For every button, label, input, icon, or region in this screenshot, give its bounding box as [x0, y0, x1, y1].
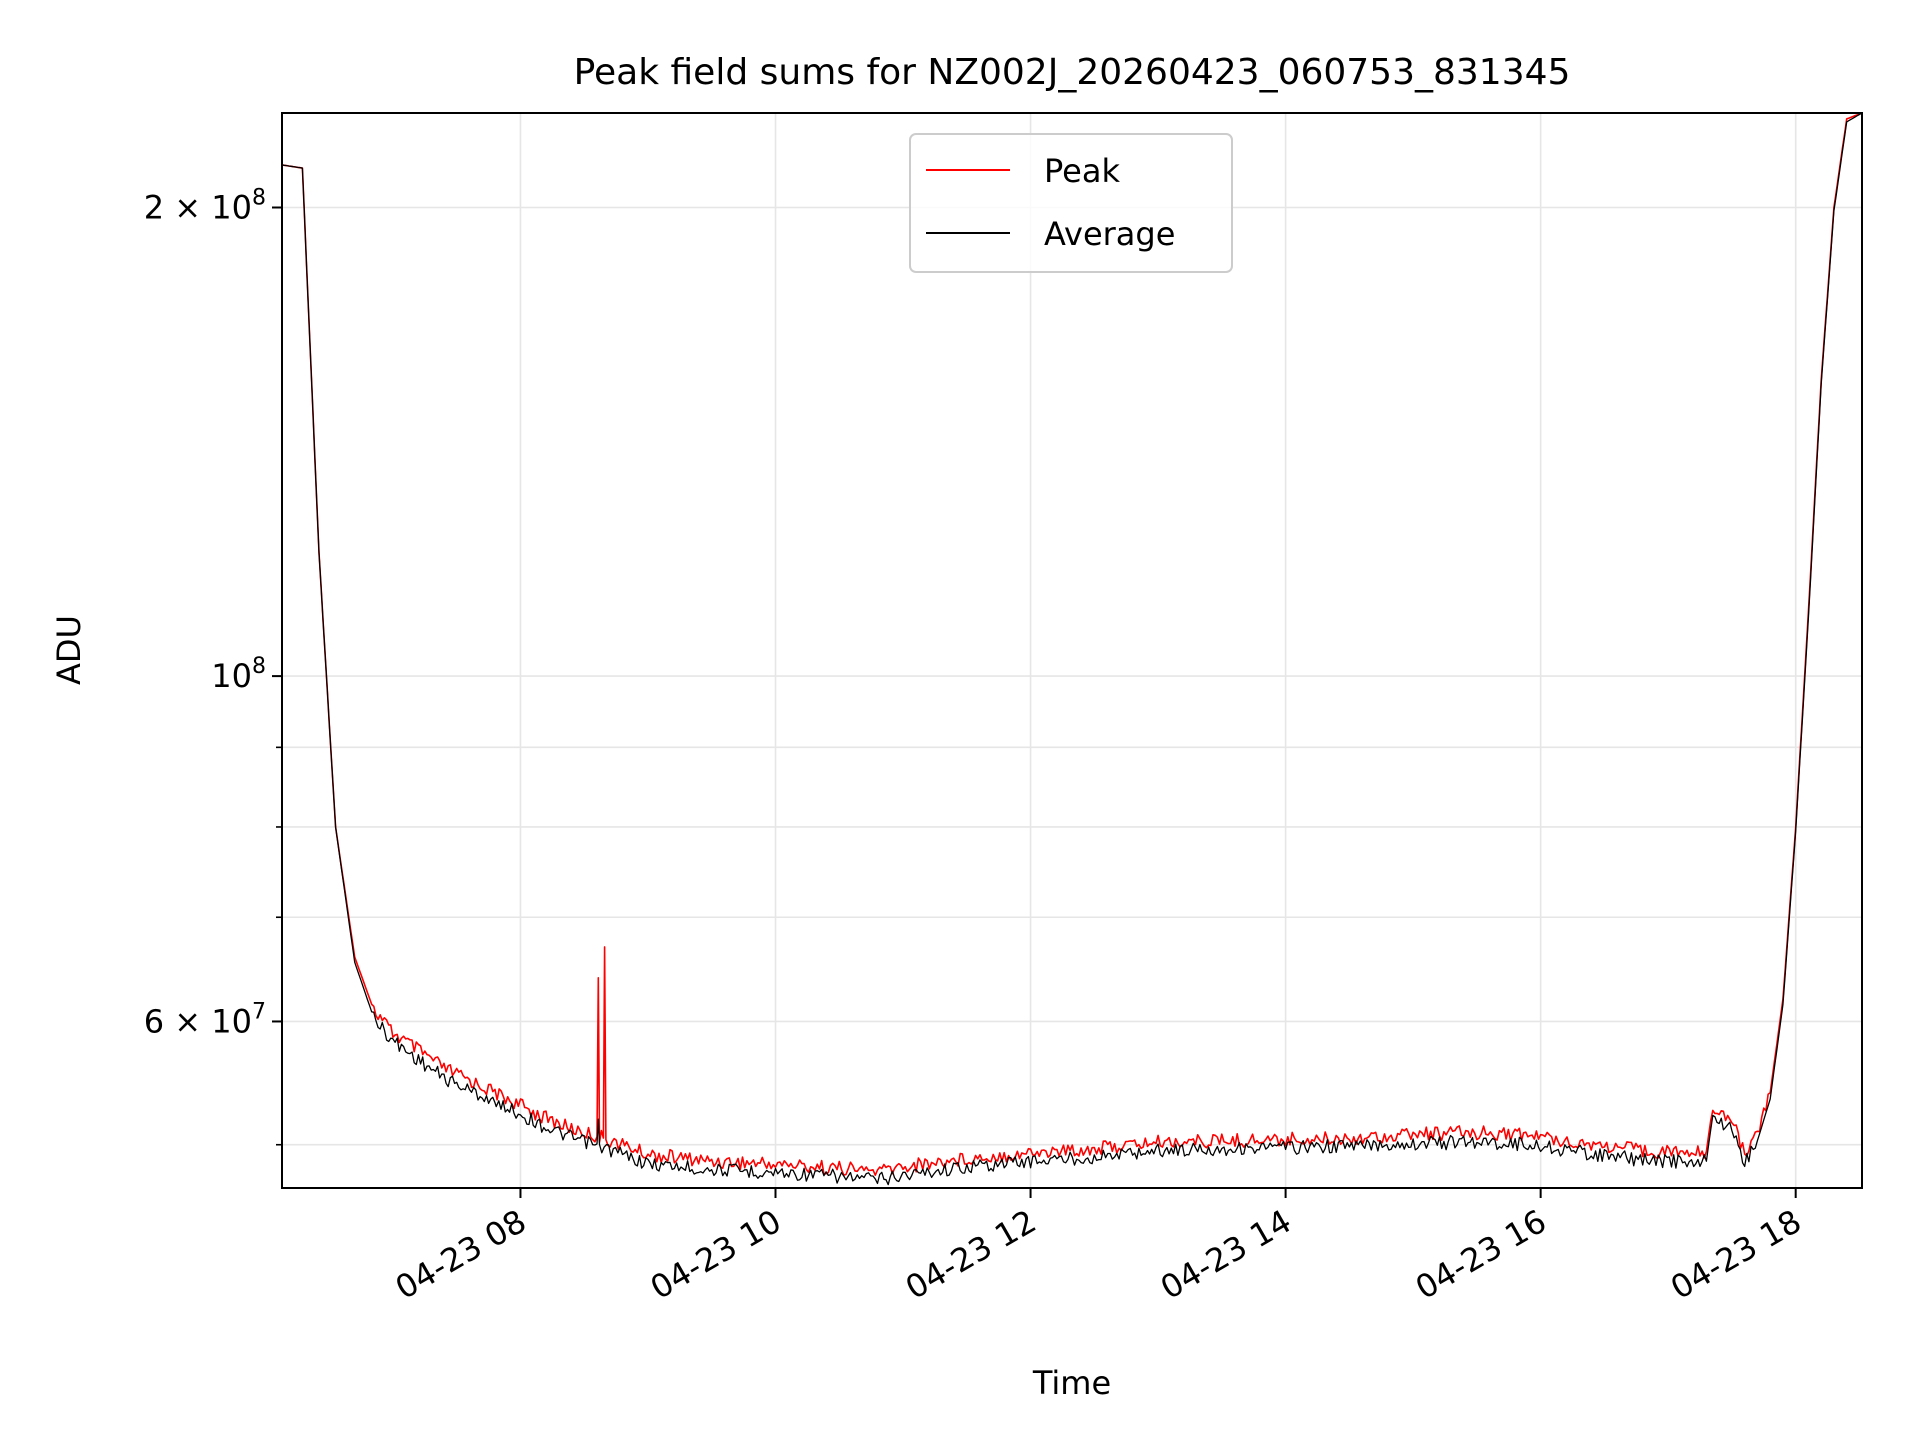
- y-tick-exponent: 8: [252, 185, 266, 210]
- y-tick-exponent: 8: [252, 654, 266, 679]
- chart-title: Peak field sums for NZ002J_20260423_0607…: [574, 52, 1571, 93]
- legend-box: [909, 133, 1233, 273]
- y-tick-exponent: 7: [252, 999, 266, 1024]
- plot-area: [282, 113, 1862, 1186]
- plot-frame: [281, 112, 1863, 1189]
- legend: Peak Average: [909, 133, 1233, 273]
- legend-label-average: Average: [1044, 215, 1175, 253]
- y-tick-label: 2 × 108: [144, 185, 266, 226]
- y-tick-label: 6 × 107: [144, 999, 266, 1040]
- series-line-average: [282, 113, 1862, 1186]
- y-axis-label: ADU: [50, 615, 88, 685]
- x-axis-label: Time: [1032, 1364, 1111, 1402]
- legend-label-peak: Peak: [1044, 152, 1120, 190]
